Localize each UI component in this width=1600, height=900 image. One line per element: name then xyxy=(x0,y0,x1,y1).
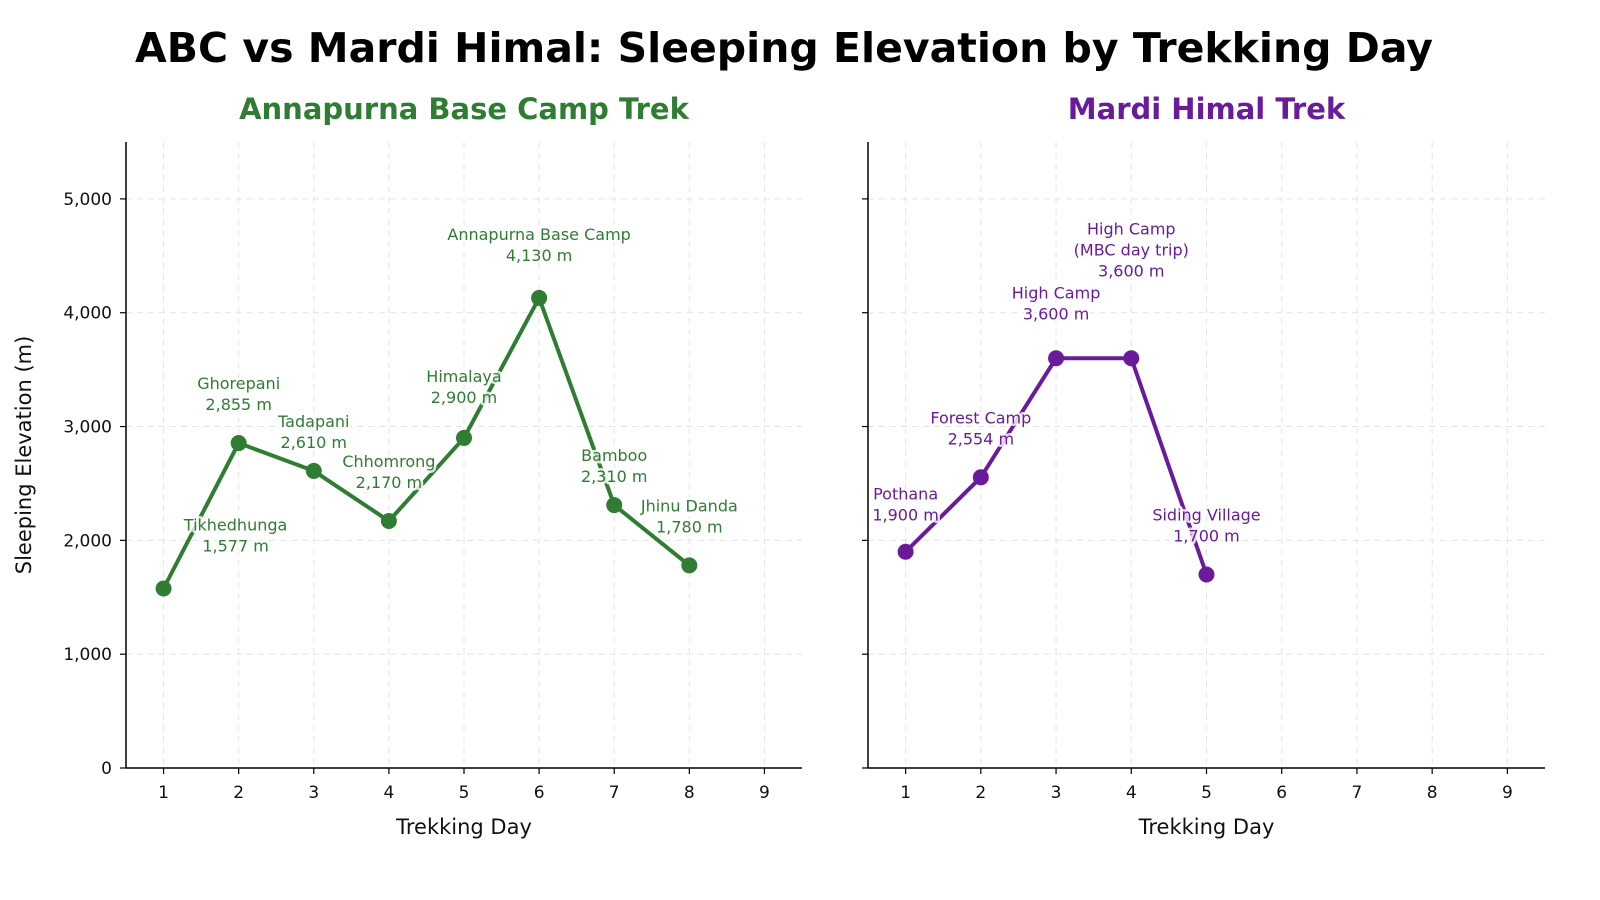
point-label: (MBC day trip) xyxy=(1074,240,1189,259)
subplot-title: Annapurna Base Camp Trek xyxy=(239,92,690,126)
x-tick-label: 6 xyxy=(1276,783,1287,803)
data-point xyxy=(681,557,698,574)
data-point xyxy=(531,289,548,306)
y-tick-label: 0 xyxy=(101,759,112,779)
point-label: 2,170 m xyxy=(356,473,422,492)
data-point xyxy=(1048,350,1065,367)
y-axis-label: Sleeping Elevation (m) xyxy=(12,336,36,575)
point-label: 2,310 m xyxy=(581,467,647,486)
data-point xyxy=(380,513,397,530)
x-tick-label: 5 xyxy=(1201,783,1212,803)
point-label: High Camp xyxy=(1087,219,1176,238)
point-label: 1,700 m xyxy=(1173,527,1239,546)
point-label: Tadapani xyxy=(277,412,349,431)
x-tick-label: 1 xyxy=(158,783,169,803)
figure-title: ABC vs Mardi Himal: Sleeping Elevation b… xyxy=(135,24,1433,72)
x-axis-label: Trekking Day xyxy=(1138,815,1275,839)
x-tick-label: 7 xyxy=(609,783,620,803)
y-tick-label: 5,000 xyxy=(63,190,112,210)
point-label: Chhomrong xyxy=(342,452,435,471)
y-tick-label: 4,000 xyxy=(63,304,112,324)
subplot-title: Mardi Himal Trek xyxy=(1068,92,1346,126)
x-tick-label: 1 xyxy=(900,783,911,803)
point-label: 1,780 m xyxy=(656,517,722,536)
x-tick-label: 2 xyxy=(233,783,244,803)
point-label: Forest Camp xyxy=(930,408,1031,427)
point-label: Pothana xyxy=(873,485,938,504)
x-tick-label: 9 xyxy=(1502,783,1513,803)
point-label: 4,130 m xyxy=(506,246,572,265)
x-tick-label: 3 xyxy=(308,783,319,803)
data-point xyxy=(456,429,472,446)
data-point xyxy=(972,469,989,486)
data-point xyxy=(1123,350,1140,367)
x-tick-label: 3 xyxy=(1051,783,1062,803)
point-label: 2,900 m xyxy=(431,388,497,407)
point-label: 2,610 m xyxy=(281,433,347,452)
x-axis-label: Trekking Day xyxy=(395,815,532,839)
point-label: Tikhedhunga xyxy=(183,516,288,535)
data-point xyxy=(155,580,172,597)
x-tick-label: 7 xyxy=(1352,783,1363,803)
point-label: 3,600 m xyxy=(1098,261,1164,280)
x-tick-label: 8 xyxy=(684,783,695,803)
data-point xyxy=(897,543,914,560)
point-label: Annapurna Base Camp xyxy=(447,225,630,244)
point-label: Ghorepani xyxy=(197,374,280,393)
point-label: 1,900 m xyxy=(872,506,938,525)
y-tick-label: 1,000 xyxy=(63,645,112,665)
series-line xyxy=(161,295,692,591)
point-label: 1,577 m xyxy=(202,537,268,556)
x-tick-label: 9 xyxy=(759,783,770,803)
data-point xyxy=(230,435,247,452)
x-tick-label: 4 xyxy=(1126,783,1137,803)
point-label: Himalaya xyxy=(426,367,501,386)
point-label: 2,855 m xyxy=(205,395,271,414)
x-tick-label: 2 xyxy=(975,783,986,803)
x-tick-label: 8 xyxy=(1427,783,1438,803)
y-tick-label: 3,000 xyxy=(63,418,112,438)
data-point xyxy=(1198,566,1215,583)
abc-trek-panel: 1 2 3 4 5 6 7 8 9 0 1,000 2,000 3,000 4,000 5,000 Annap… xyxy=(12,92,802,839)
point-label: Bamboo xyxy=(581,446,647,465)
point-label: 3,600 m xyxy=(1023,304,1089,323)
x-tick-label: 6 xyxy=(534,783,545,803)
data-point xyxy=(305,462,322,479)
point-label: Jhinu Danda xyxy=(640,496,738,515)
point-label: High Camp xyxy=(1012,283,1101,302)
point-label: Siding Village xyxy=(1152,506,1260,525)
point-label: 2,554 m xyxy=(948,429,1014,448)
x-tick-label: 4 xyxy=(383,783,394,803)
data-point xyxy=(606,497,623,514)
x-tick-label: 5 xyxy=(459,783,470,803)
mardi-himal-trek-panel: 1 2 3 4 5 6 7 8 9 Mardi Himal Trek Trekking Day Pot… xyxy=(862,92,1545,839)
y-tick-label: 2,000 xyxy=(63,531,112,551)
